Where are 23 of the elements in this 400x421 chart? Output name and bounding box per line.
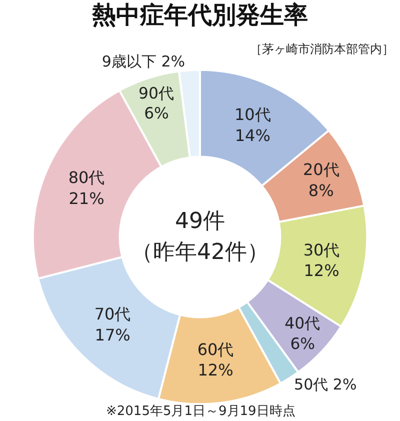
data-label: 12% <box>304 261 340 280</box>
text: ※2015年5月1日～9月19日時点 <box>106 404 296 419</box>
slice-label: 20代 <box>302 160 340 180</box>
text: 49件 <box>175 209 225 234</box>
slice-label: 30代 <box>303 240 340 260</box>
slice-label: 90代 <box>138 83 174 102</box>
data-label: 12% <box>198 360 234 380</box>
data-label: 6% <box>144 104 169 123</box>
slice-label: 9歳以下 2% <box>102 52 186 70</box>
text: （昨年42件） <box>131 240 269 265</box>
data-label: 17% <box>94 325 130 344</box>
data-label: 6% <box>290 334 316 353</box>
data-label: 14% <box>234 126 270 146</box>
slice-label: 50代 2% <box>294 376 357 394</box>
data-label: 21% <box>68 188 104 208</box>
slice-label: 60代 <box>197 340 234 359</box>
slice-label: 70代 <box>94 304 131 324</box>
chart-subtitle: ［茅ヶ崎市消防本部管内］ <box>250 42 394 56</box>
slice-label: 40代 <box>284 314 321 333</box>
data-label: 8% <box>308 180 334 200</box>
slice-label: 10代 <box>234 105 271 124</box>
slice-label: 80代 <box>68 168 105 188</box>
chart-title: 熱中症年代別発生率 <box>91 1 308 30</box>
